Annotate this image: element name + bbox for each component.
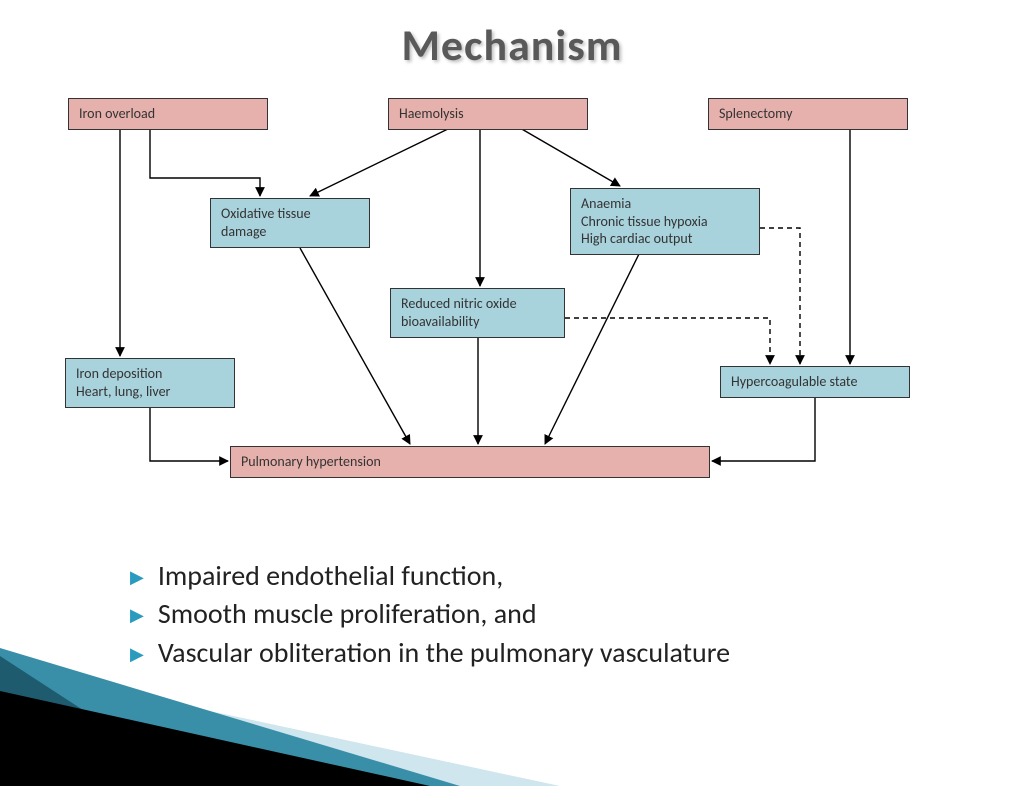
- bullet-icon: ▶: [130, 604, 144, 627]
- bullet-list: ▶ Impaired endothelial function, ▶ Smoot…: [130, 558, 890, 673]
- page-title: Mechanism: [0, 18, 1024, 72]
- bullet-text: Smooth muscle proliferation, and: [158, 596, 537, 632]
- edge-anaemia-to-hypercoag: [760, 228, 800, 364]
- edge-oxidative-to-pulm_htn: [300, 248, 410, 444]
- bullet-icon: ▶: [130, 643, 144, 666]
- edge-anaemia-to-pulm_htn: [545, 252, 640, 444]
- node-reduced-no: Reduced nitric oxidebioavailability: [390, 288, 565, 338]
- list-item: ▶ Impaired endothelial function,: [130, 558, 890, 594]
- bullet-text: Impaired endothelial function,: [158, 558, 503, 594]
- bullet-icon: ▶: [130, 566, 144, 589]
- flowchart: Iron overload Haemolysis Splenectomy Oxidat…: [0, 78, 1024, 508]
- node-pulm-htn: Pulmonary hypertension: [230, 446, 710, 478]
- edge-reduced_no-to-hypercoag: [565, 318, 770, 364]
- node-oxidative: Oxidative tissuedamage: [210, 198, 370, 248]
- node-hypercoag: Hypercoagulable state: [720, 366, 910, 398]
- node-splenectomy: Splenectomy: [708, 98, 908, 130]
- list-item: ▶ Vascular obliteration in the pulmonary…: [130, 635, 890, 671]
- node-iron-deposition: Iron deposition Heart, lung, liver: [65, 358, 235, 408]
- edge-haemolysis-to-oxidative: [310, 128, 450, 196]
- node-anaemia: AnaemiaChronic tissue hypoxiaHigh cardia…: [570, 188, 760, 255]
- bullet-text: Vascular obliteration in the pulmonary v…: [158, 635, 730, 671]
- edge-haemolysis-to-anaemia: [520, 128, 620, 186]
- node-iron-overload: Iron overload: [68, 98, 268, 130]
- edge-iron_overload-to-oxidative: [150, 128, 260, 196]
- list-item: ▶ Smooth muscle proliferation, and: [130, 596, 890, 632]
- node-haemolysis: Haemolysis: [388, 98, 588, 130]
- edge-hypercoag-to-pulm_htn: [712, 396, 815, 461]
- edge-iron_deposition-to-pulm_htn: [150, 408, 228, 461]
